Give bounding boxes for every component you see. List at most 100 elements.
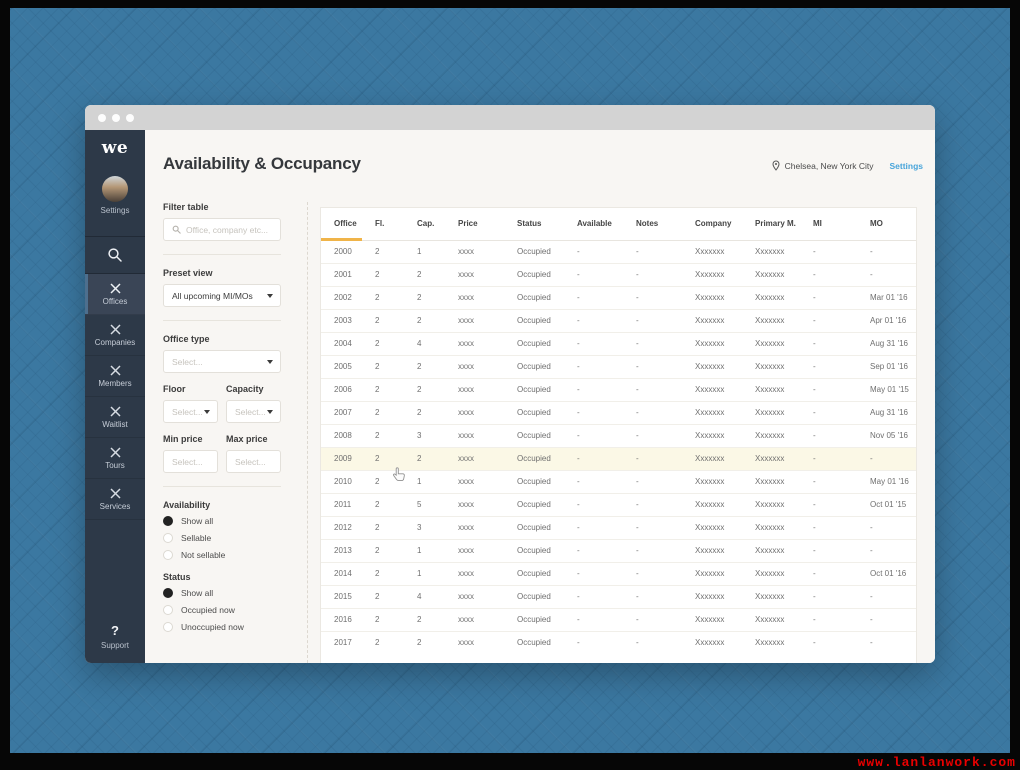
status-label: Status bbox=[163, 572, 191, 582]
table-row[interactable]: 2008 2 3 xxxx Occupied - - Xxxxxxx Xxxxxxx - Nov 0… bbox=[321, 423, 916, 447]
radio-status-unoccupied-now[interactable]: Unoccupied now bbox=[163, 622, 281, 632]
table-row[interactable]: 2009 2 2 xxxx Occupied - - Xxxxxxx Xxxxxxx - - bbox=[321, 446, 916, 470]
table-row[interactable]: 2007 2 2 xxxx Occupied - - Xxxxxxx Xxxxxxx - Aug 3… bbox=[321, 400, 916, 424]
table-cell: 2 bbox=[417, 400, 458, 424]
capacity-value: Select... bbox=[235, 406, 266, 417]
table-row[interactable]: 2016 2 2 xxxx Occupied - - Xxxxxxx Xxxxxxx - - bbox=[321, 607, 916, 631]
column-header[interactable]: Cap. bbox=[417, 208, 458, 241]
sidebar-item-settings[interactable]: Settings bbox=[85, 170, 145, 227]
column-header[interactable]: Price bbox=[458, 208, 517, 241]
sidebar-item-tours[interactable]: Tours bbox=[85, 438, 145, 479]
column-header[interactable]: Primary M. bbox=[755, 208, 813, 241]
sidebar-item-members[interactable]: Members bbox=[85, 356, 145, 397]
table-cell: 1 bbox=[417, 561, 458, 585]
sidebar-item-services[interactable]: Services bbox=[85, 479, 145, 520]
x-icon bbox=[109, 487, 121, 499]
table-row[interactable]: 2004 2 4 xxxx Occupied - - Xxxxxxx Xxxxxxx - Aug 3… bbox=[321, 331, 916, 355]
table-cell: 2 bbox=[375, 584, 417, 608]
filter-table-label: Filter table bbox=[163, 202, 209, 212]
sidebar-item-waitlist[interactable]: Waitlist bbox=[85, 397, 145, 438]
radio-availability-sellable[interactable]: Sellable bbox=[163, 533, 281, 543]
table-row[interactable]: 2002 2 2 xxxx Occupied - - Xxxxxxx Xxxxxxx - Mar 0… bbox=[321, 285, 916, 309]
radio-availability-show-all[interactable]: Show all bbox=[163, 516, 281, 526]
window-control-dot[interactable] bbox=[126, 113, 134, 122]
availability-label: Availability bbox=[163, 500, 211, 510]
table-cell: 2 bbox=[375, 262, 417, 286]
radio-status-occupied-now[interactable]: Occupied now bbox=[163, 605, 281, 615]
table-row[interactable]: 2000 2 1 xxxx Occupied - - Xxxxxxx Xxxxxxx - - bbox=[321, 239, 916, 263]
table-cell: - bbox=[577, 308, 636, 332]
table-cell: Occupied bbox=[517, 331, 577, 355]
table-header-row: Office Fl. Cap. Price Status Available Notes Co… bbox=[321, 208, 916, 241]
table-row[interactable]: 2010 2 1 xxxx Occupied - - Xxxxxxx Xxxxxxx - May 0… bbox=[321, 469, 916, 493]
table-cell: Xxxxxxx bbox=[695, 446, 755, 470]
min-price-input[interactable]: Select... bbox=[163, 450, 218, 473]
table-cell: - bbox=[577, 630, 636, 654]
floor-select[interactable]: Select... bbox=[163, 400, 218, 423]
table-cell: Occupied bbox=[517, 423, 577, 447]
column-header[interactable]: Office bbox=[321, 208, 375, 241]
radio-status-show-all[interactable]: Show all bbox=[163, 588, 281, 598]
table-row[interactable]: 2015 2 4 xxxx Occupied - - Xxxxxxx Xxxxxxx - - bbox=[321, 584, 916, 608]
table-row[interactable]: 2003 2 2 xxxx Occupied - - Xxxxxxx Xxxxxxx - Apr 0… bbox=[321, 308, 916, 332]
sidebar-item-support[interactable]: ? Support bbox=[85, 624, 145, 663]
table-cell: Aug 31 '16 bbox=[870, 331, 916, 355]
x-icon bbox=[109, 282, 121, 294]
window-control-dot[interactable] bbox=[112, 113, 120, 122]
table-cell: - bbox=[577, 423, 636, 447]
table-row[interactable]: 2013 2 1 xxxx Occupied - - Xxxxxxx Xxxxxxx - - bbox=[321, 538, 916, 562]
max-price-input[interactable]: Select... bbox=[226, 450, 281, 473]
column-header[interactable]: Fl. bbox=[375, 208, 417, 241]
table-cell: 2 bbox=[375, 377, 417, 401]
table-cell: xxxx bbox=[458, 331, 517, 355]
table-cell: 2 bbox=[375, 239, 417, 263]
x-icon bbox=[109, 446, 121, 458]
capacity-select[interactable]: Select... bbox=[226, 400, 281, 423]
table-cell: xxxx bbox=[458, 239, 517, 263]
table-cell: 2006 bbox=[321, 377, 375, 401]
table-row[interactable]: 2014 2 1 xxxx Occupied - - Xxxxxxx Xxxxxxx - Oct 0… bbox=[321, 561, 916, 585]
table-cell: Mar 01 '16 bbox=[870, 285, 916, 309]
window-control-dot[interactable] bbox=[98, 113, 106, 122]
table-row[interactable]: 2011 2 5 xxxx Occupied - - Xxxxxxx Xxxxxxx - Oct 0… bbox=[321, 492, 916, 516]
table-cell: Occupied bbox=[517, 285, 577, 309]
table-row[interactable]: 2001 2 2 xxxx Occupied - - Xxxxxxx Xxxxxxx - - bbox=[321, 262, 916, 286]
column-header[interactable]: Notes bbox=[636, 208, 695, 241]
sidebar-item-label: Services bbox=[99, 501, 131, 511]
table-cell: - bbox=[577, 354, 636, 378]
office-type-select[interactable]: Select... bbox=[163, 350, 281, 373]
radio-availability-not-sellable[interactable]: Not sellable bbox=[163, 550, 281, 560]
table-cell: - bbox=[636, 377, 695, 401]
sidebar-item-companies[interactable]: Companies bbox=[85, 315, 145, 356]
column-header[interactable]: MI bbox=[813, 208, 870, 241]
radio-label: Show all bbox=[181, 516, 214, 526]
table-cell: - bbox=[577, 538, 636, 562]
table-cell: Xxxxxxx bbox=[695, 423, 755, 447]
table-cell: Occupied bbox=[517, 308, 577, 332]
column-header[interactable]: Status bbox=[517, 208, 577, 241]
table-cell: 2 bbox=[417, 285, 458, 309]
sidebar-search-button[interactable] bbox=[85, 236, 145, 274]
table-cell: - bbox=[813, 584, 870, 608]
filter-search-input[interactable]: Office, company etc... bbox=[163, 218, 281, 241]
table-cell: Occupied bbox=[517, 630, 577, 654]
table-row[interactable]: 2017 2 2 xxxx Occupied - - Xxxxxxx Xxxxxxx - - bbox=[321, 630, 916, 654]
preset-view-select[interactable]: All upcoming MI/MOs bbox=[163, 284, 281, 307]
table-cell: Occupied bbox=[517, 607, 577, 631]
desktop-background: we Settings Offices bbox=[10, 8, 1010, 753]
table-cell: - bbox=[813, 331, 870, 355]
table-row[interactable]: 2006 2 2 xxxx Occupied - - Xxxxxxx Xxxxxxx - May 0… bbox=[321, 377, 916, 401]
table-cell: - bbox=[577, 607, 636, 631]
column-header[interactable]: Available bbox=[577, 208, 636, 241]
table-row[interactable]: 2012 2 3 xxxx Occupied - - Xxxxxxx Xxxxxxx - - bbox=[321, 515, 916, 539]
table-cell: 4 bbox=[417, 584, 458, 608]
chevron-down-icon bbox=[267, 359, 273, 364]
sidebar-item-label: Waitlist bbox=[102, 419, 128, 429]
watermark: www.lanlanwork.com bbox=[857, 755, 1016, 770]
table-cell: Xxxxxxx bbox=[755, 584, 813, 608]
location-settings-link[interactable]: Settings bbox=[889, 160, 923, 171]
column-header[interactable]: MO bbox=[870, 208, 916, 241]
column-header[interactable]: Company bbox=[695, 208, 755, 241]
sidebar-item-offices[interactable]: Offices bbox=[85, 274, 145, 315]
table-row[interactable]: 2005 2 2 xxxx Occupied - - Xxxxxxx Xxxxxxx - Sep 0… bbox=[321, 354, 916, 378]
